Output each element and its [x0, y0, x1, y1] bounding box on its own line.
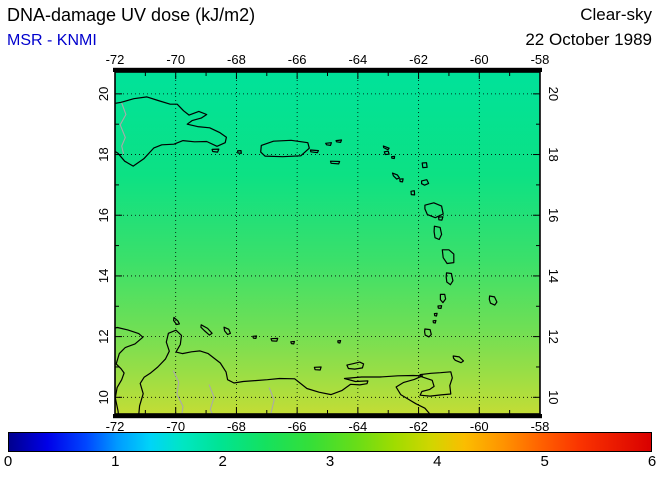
- coastline-st-martin: [383, 150, 390, 156]
- coastline-antigua: [421, 179, 430, 186]
- coastline-grenada: [424, 328, 432, 338]
- lat-label-left: 18: [96, 147, 111, 161]
- coastline-carriacou: [432, 319, 437, 324]
- coastline-martinique: [441, 249, 455, 265]
- coastline-st-vincent: [439, 293, 447, 304]
- source-label: MSR - KNMI: [7, 32, 97, 49]
- page-title: DNA-damage UV dose (kJ/m2): [7, 5, 256, 25]
- lon-label-bottom: -60: [470, 419, 489, 434]
- lon-label-top: -58: [531, 52, 550, 67]
- lat-label-right: 20: [546, 87, 561, 101]
- lat-label-right: 14: [546, 269, 561, 283]
- lon-label-top: -66: [288, 52, 307, 67]
- lon-label-bottom: -68: [227, 419, 246, 434]
- coastline-vieques: [309, 149, 319, 154]
- coastline-margarita: [346, 361, 365, 370]
- frame-bottom-bar: [113, 414, 542, 419]
- lon-label-top: -60: [470, 52, 489, 67]
- coastline-bequia: [437, 305, 443, 309]
- lon-label-top: -72: [106, 52, 125, 67]
- coastline-saona: [211, 148, 220, 153]
- colorbar-tick-label: 2: [218, 453, 227, 470]
- coastlines: [115, 96, 498, 414]
- coastline-hispaniola: [115, 96, 227, 167]
- colorbar-tick-label: 1: [111, 453, 120, 470]
- coastline-aruba: [173, 316, 180, 326]
- colorbar-tick-label: 3: [325, 453, 335, 470]
- colorbar-tick-label: 5: [540, 453, 549, 470]
- coastline-st-lucia: [445, 272, 454, 286]
- coastline-puerto-rico: [260, 139, 310, 158]
- lon-label-top: -68: [227, 52, 246, 67]
- colorbar-tick-label: 0: [3, 453, 13, 470]
- sky-condition-label: Clear-sky: [580, 5, 652, 24]
- lat-label-left: 10: [96, 390, 111, 404]
- coastline-mona: [237, 150, 242, 154]
- date-label: 22 October 1989: [525, 30, 652, 49]
- colorbar-labels: 0 1 2 3 4 5 6: [4, 453, 656, 473]
- lat-label-right: 16: [546, 208, 561, 222]
- lat-label-right: 12: [546, 329, 561, 343]
- grid-lines: [115, 72, 540, 414]
- coastline-barbuda: [421, 162, 428, 169]
- coastline-st-kitts: [391, 172, 400, 180]
- coastline-anguilla: [382, 145, 390, 151]
- coastline-nevis: [399, 178, 404, 183]
- coastline-tobago: [452, 355, 465, 364]
- coastline-st-barth: [391, 155, 396, 160]
- lon-label-bottom: -70: [166, 419, 185, 434]
- coastline-bonaire: [223, 326, 231, 336]
- lat-label-left: 20: [96, 87, 111, 101]
- colorbar-gradient: [8, 432, 652, 452]
- coastline-canouan: [433, 312, 438, 317]
- gray-line-river-a: [172, 370, 184, 414]
- coastline-venezuela-coast: [138, 329, 431, 414]
- lat-label-left: 16: [96, 208, 111, 222]
- header-right: Clear-sky 22 October 1989: [525, 5, 652, 50]
- figure-header: DNA-damage UV dose (kJ/m2) MSR - KNMI Cl…: [7, 5, 652, 50]
- coastline-guajira-maracaibo-west: [115, 326, 144, 414]
- lon-label-top: -64: [348, 52, 367, 67]
- coastline-montserrat: [410, 190, 416, 196]
- coastline-trinidad: [419, 371, 453, 397]
- coastline-marie-galante: [438, 216, 444, 221]
- lat-label-left: 14: [96, 269, 111, 283]
- lon-label-bottom: -66: [288, 419, 307, 434]
- coastline-la-tortuga: [313, 366, 322, 371]
- lon-label-bottom: -64: [348, 419, 367, 434]
- coastline-curacao: [200, 324, 213, 336]
- lon-label-top: -70: [166, 52, 185, 67]
- colorbar-tick-label: 6: [647, 453, 657, 470]
- coastline-st-croix: [329, 160, 341, 165]
- gray-line-river-c: [268, 387, 275, 414]
- colorbar-tick-label: 4: [433, 453, 442, 470]
- lon-label-bottom: -58: [531, 419, 550, 434]
- lon-label-bottom: -62: [409, 419, 428, 434]
- lat-label-right: 18: [546, 147, 561, 161]
- coastline-barbados: [488, 295, 498, 306]
- coastline-dominica: [433, 225, 443, 241]
- lat-label-left: 12: [96, 329, 111, 343]
- lon-label-bottom: -72: [106, 419, 125, 434]
- axis-labels: -72 -72 -70 -70 -68 -68 -66 -66 -64 -64 -62 -62 -60 -…: [96, 52, 561, 434]
- coastline-la-orchila: [290, 340, 295, 345]
- coastline-st-thomas: [325, 142, 332, 146]
- coastline-los-roques: [270, 337, 279, 342]
- uv-dose-field: [115, 72, 540, 414]
- coastline-blanquilla: [337, 340, 342, 344]
- lon-label-top: -62: [409, 52, 428, 67]
- coastline-las-aves: [252, 335, 258, 339]
- lat-label-right: 10: [546, 390, 561, 404]
- country-borders-rivers: [119, 102, 275, 414]
- axis-ticks: [114, 72, 541, 414]
- gray-line-haiti-dr-border: [119, 102, 127, 155]
- coastline-tortola: [335, 139, 343, 143]
- coastline-guadeloupe: [424, 202, 444, 219]
- frame-top-bar: [113, 67, 542, 72]
- header-left: DNA-damage UV dose (kJ/m2) MSR - KNMI: [7, 5, 255, 50]
- gray-line-river-b: [208, 384, 215, 414]
